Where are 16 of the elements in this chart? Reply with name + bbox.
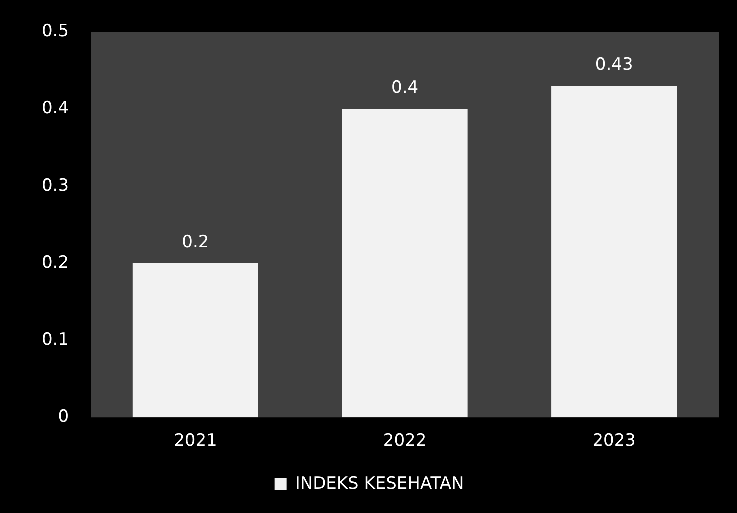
bar bbox=[132, 263, 258, 418]
y-tick-label: 0.4 bbox=[42, 98, 70, 119]
data-label: 0.2 bbox=[182, 232, 210, 252]
x-tick-label: 2022 bbox=[383, 431, 427, 452]
bar bbox=[342, 109, 468, 418]
data-label: 0.43 bbox=[595, 55, 634, 76]
bar bbox=[552, 86, 678, 418]
x-tick-label: 2021 bbox=[174, 431, 218, 452]
data-label: 0.4 bbox=[391, 78, 419, 98]
y-tick-label: 0 bbox=[58, 407, 70, 428]
y-tick-label: 0.1 bbox=[42, 330, 70, 350]
x-tick-label: 2023 bbox=[592, 431, 636, 452]
y-tick-label: 0.5 bbox=[42, 22, 70, 42]
y-tick-label: 0.3 bbox=[42, 176, 70, 196]
y-tick-label: 0.2 bbox=[42, 252, 70, 273]
legend-label: INDEKS KESEHATAN bbox=[295, 474, 464, 494]
